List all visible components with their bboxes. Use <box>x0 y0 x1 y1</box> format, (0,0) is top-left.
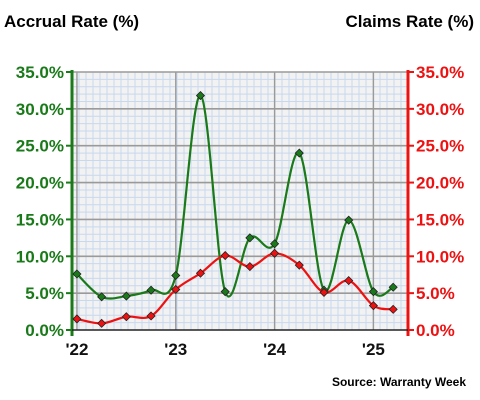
claims-point <box>97 318 107 328</box>
accrual-point <box>146 285 156 295</box>
claims-point <box>72 314 82 324</box>
claims-point <box>195 268 206 278</box>
x-tick-label: '25 <box>362 340 385 359</box>
accrual-point <box>171 270 181 281</box>
accrual-point <box>97 292 107 302</box>
accrual-point <box>220 287 230 297</box>
right-tick-label: 10.0% <box>416 247 464 266</box>
claims-point <box>220 250 230 261</box>
claims-point <box>270 248 280 258</box>
claims-point <box>245 262 255 272</box>
claims-point <box>368 301 378 311</box>
claims-point <box>319 287 329 297</box>
accrual-point <box>72 269 82 279</box>
left-tick-label: 0.0% <box>25 321 64 340</box>
left-tick-label: 30.0% <box>16 100 64 119</box>
x-tick-label: '23 <box>164 340 187 359</box>
series-line-accrual <box>76 94 394 300</box>
accrual-point <box>368 287 378 297</box>
right-tick-label: 25.0% <box>416 137 464 156</box>
accrual-point <box>195 91 206 101</box>
accrual-point <box>270 239 280 249</box>
claims-point <box>146 311 156 321</box>
x-tick-label: '24 <box>263 340 286 359</box>
right-tick-label: 5.0% <box>416 284 455 303</box>
left-axis-title: Accrual Rate (%) <box>4 12 139 31</box>
right-tick-label: 20.0% <box>416 174 464 193</box>
left-tick-label: 5.0% <box>25 284 64 303</box>
accrual-point <box>121 291 131 301</box>
left-tick-label: 35.0% <box>16 63 64 82</box>
left-tick-label: 20.0% <box>16 174 64 193</box>
accrual-point <box>245 233 255 243</box>
left-tick-label: 10.0% <box>16 247 64 266</box>
right-axis-title: Claims Rate (%) <box>346 12 474 31</box>
claims-point <box>344 276 354 286</box>
accrual-point <box>294 148 304 158</box>
x-tick-label: '22 <box>65 340 88 359</box>
accrual-point <box>388 282 398 292</box>
left-tick-label: 25.0% <box>16 137 64 156</box>
claims-point <box>171 284 181 295</box>
claims-point <box>388 304 398 314</box>
left-tick-label: 15.0% <box>16 210 64 229</box>
claims-point <box>294 260 304 270</box>
right-tick-label: 30.0% <box>416 100 464 119</box>
right-tick-label: 0.0% <box>416 321 455 340</box>
claims-point <box>121 312 131 322</box>
right-tick-label: 35.0% <box>416 63 464 82</box>
source-note: Source: Warranty Week <box>332 375 466 389</box>
accrual-point <box>344 215 354 225</box>
right-tick-label: 15.0% <box>416 210 464 229</box>
plot-area: 0.0% 5.0% 10.0% 15.0% 20.0% 25.0% 30.0% 35.0% 0.… <box>16 63 464 359</box>
